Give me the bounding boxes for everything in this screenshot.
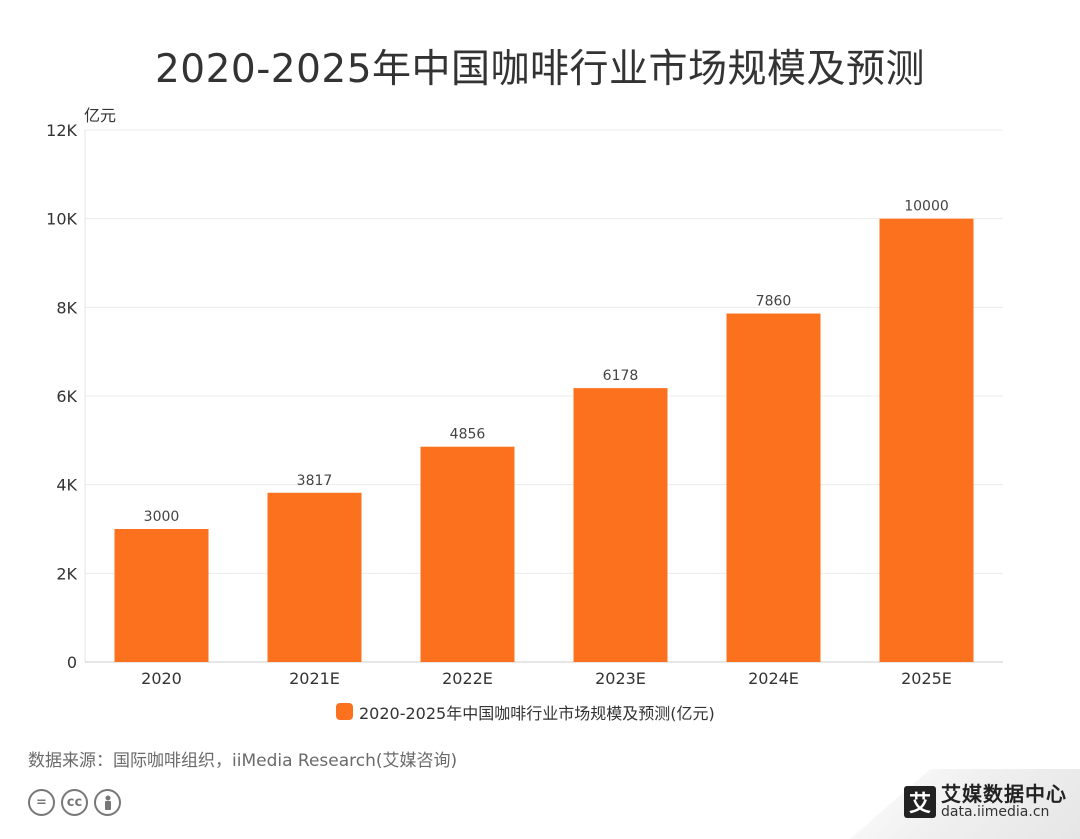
data-label: 6178 — [603, 368, 639, 384]
bar — [573, 388, 668, 662]
x-tick-label: 2024E — [748, 669, 799, 688]
bar-chart: 0 2K 4K 6K 8K 10K 12K 亿元 3000 2020 3817 2021E 4856 20… — [46, 106, 1003, 723]
brand-url: data.iimedia.cn — [941, 804, 1050, 820]
bar — [726, 313, 821, 662]
cc-icon: cc — [61, 789, 88, 816]
bar — [420, 446, 515, 662]
person-icon — [94, 789, 121, 816]
legend-swatch — [336, 703, 353, 720]
x-tick-label: 2022E — [442, 669, 493, 688]
y-tick-label: 8K — [56, 298, 77, 317]
legend-label: 2020-2025年中国咖啡行业市场规模及预测(亿元) — [359, 704, 715, 723]
x-tick-label: 2025E — [901, 669, 952, 688]
bar — [879, 218, 974, 662]
bar — [267, 492, 362, 662]
data-label: 3000 — [144, 509, 180, 525]
y-tick-label: 2K — [56, 564, 77, 583]
y-tick-label: 6K — [56, 387, 77, 406]
license-icons: = cc — [28, 789, 121, 816]
data-label: 10000 — [904, 199, 949, 215]
brand-name: 艾媒数据中心 — [941, 782, 1067, 806]
source-note: 数据来源：国际咖啡组织，iiMedia Research(艾媒咨询) — [28, 751, 458, 771]
data-label: 7860 — [756, 294, 792, 310]
brand-watermark: 艾 艾媒数据中心 data.iimedia.cn — [904, 784, 1067, 820]
y-tick-label: 4K — [56, 476, 77, 495]
brand-logo-icon: 艾 — [904, 786, 936, 818]
y-tick-label: 0 — [67, 653, 77, 672]
chart-title: 2020-2025年中国咖啡行业市场规模及预测 — [154, 47, 926, 92]
x-tick-label: 2023E — [595, 669, 646, 688]
y-tick-label: 10K — [46, 210, 77, 229]
y-tick-label: 12K — [46, 121, 77, 140]
y-unit-label: 亿元 — [84, 106, 116, 125]
equal-icon: = — [28, 789, 55, 816]
data-label: 4856 — [450, 427, 486, 443]
bar — [114, 529, 209, 662]
x-tick-label: 2021E — [289, 669, 340, 688]
data-label: 3817 — [297, 473, 333, 489]
x-tick-label: 2020 — [141, 669, 182, 688]
